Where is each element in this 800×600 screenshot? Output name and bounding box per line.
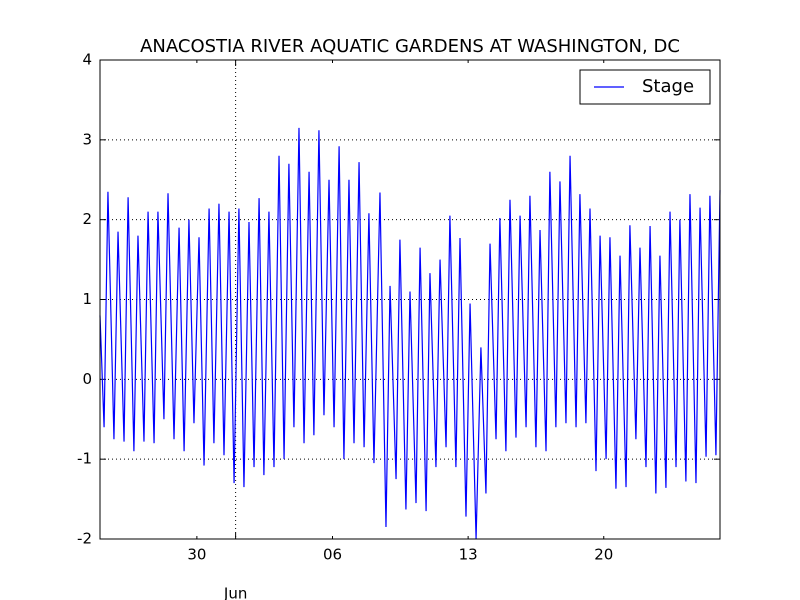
y-tick-label: -2 (77, 530, 92, 548)
legend-label: Stage (642, 76, 694, 97)
y-tick-label: 0 (82, 370, 92, 388)
plot-frame (99, 59, 721, 540)
x-tick-label: 13 (459, 546, 478, 564)
chart-title: ANACOSTIA RIVER AQUATIC GARDENS AT WASHI… (140, 36, 680, 57)
y-tick-label: 3 (82, 130, 92, 148)
x-tick-label: 20 (594, 546, 613, 564)
x-tick-label: 06 (323, 546, 342, 564)
y-tick-label: -1 (77, 450, 92, 468)
x-tick-label: 30 (187, 546, 206, 564)
y-tick-label: 1 (82, 290, 92, 308)
y-tick-label: 2 (82, 210, 92, 228)
y-tick-label: 4 (82, 51, 92, 69)
x-tick-label: Jun (223, 585, 247, 600)
data-line (99, 127, 721, 540)
